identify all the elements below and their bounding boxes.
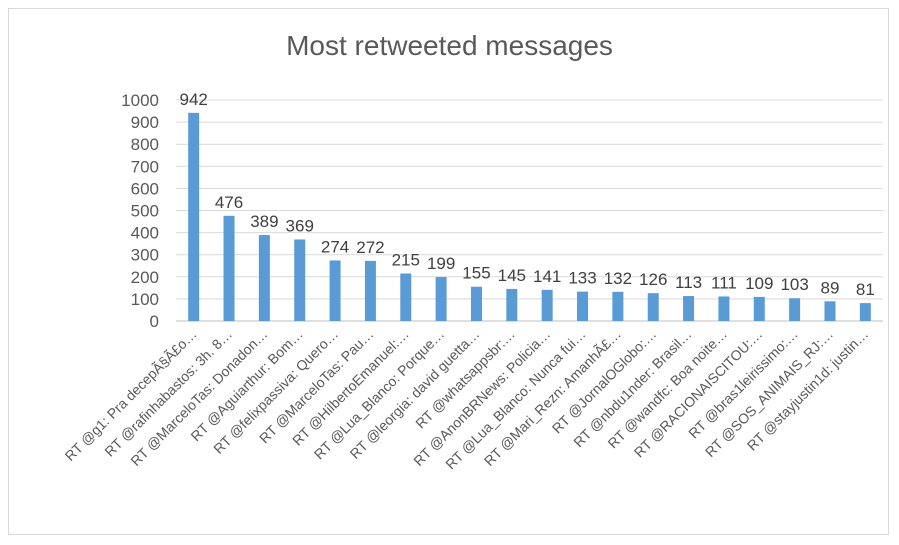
y-tick-label: 700 xyxy=(131,157,159,176)
bar xyxy=(506,288,518,321)
data-label: 109 xyxy=(745,274,773,293)
bar xyxy=(647,293,659,321)
y-tick-label: 900 xyxy=(131,113,159,132)
bar xyxy=(718,296,730,321)
data-label: 141 xyxy=(533,267,561,286)
data-label: 145 xyxy=(498,266,526,285)
bar xyxy=(541,289,553,321)
data-label: 103 xyxy=(780,275,808,294)
chart-frame xyxy=(8,8,889,535)
bar xyxy=(789,298,801,321)
bar xyxy=(258,235,270,321)
y-axis-ticks: 0 100 200 300 400 500 600 700 800 900 1000 xyxy=(121,91,159,331)
bar xyxy=(435,277,447,321)
y-tick-label: 0 xyxy=(150,312,159,331)
data-label: 126 xyxy=(639,270,667,289)
y-tick-label: 100 xyxy=(131,290,159,309)
bar xyxy=(470,286,482,321)
bar xyxy=(294,239,306,321)
data-label: 199 xyxy=(427,254,455,273)
data-label: 369 xyxy=(286,216,314,235)
x-tick-label: RT @MarceloTas: Donadon… xyxy=(127,326,270,469)
data-label: 89 xyxy=(821,278,840,297)
y-tick-label: 400 xyxy=(131,224,159,243)
data-label: 272 xyxy=(356,238,384,257)
y-tick-label: 200 xyxy=(131,268,159,287)
data-labels: 942 476 389 369 274 272 215 199 155 145 141 133 132 1… xyxy=(179,90,874,299)
y-tick-label: 600 xyxy=(131,179,159,198)
data-label: 476 xyxy=(215,193,243,212)
y-tick-label: 300 xyxy=(131,246,159,265)
y-tick-label: 800 xyxy=(131,135,159,154)
data-label: 133 xyxy=(568,269,596,288)
data-label: 132 xyxy=(604,269,632,288)
data-label: 942 xyxy=(179,90,207,109)
bar xyxy=(400,273,412,321)
bar xyxy=(753,296,765,321)
bar xyxy=(223,215,235,321)
bar xyxy=(859,303,871,321)
y-tick-label: 1000 xyxy=(121,91,159,110)
x-tick-label: RT @g1: Pra decepÃ§Ã£o… xyxy=(62,326,200,464)
gridlines xyxy=(176,99,883,322)
bar xyxy=(577,291,589,321)
data-label: 113 xyxy=(675,273,702,292)
bar xyxy=(329,260,341,321)
bar xyxy=(824,301,836,321)
chart-title: Most retweeted messages xyxy=(286,30,613,61)
bar xyxy=(364,260,376,321)
data-label: 155 xyxy=(462,264,490,283)
bar xyxy=(188,112,200,322)
bars xyxy=(188,112,871,322)
bar xyxy=(683,296,695,321)
data-label: 111 xyxy=(711,273,737,292)
data-label: 81 xyxy=(856,280,875,299)
x-axis-labels: RT @g1: Pra decepÃ§Ã£o…RT @rafinhabastos… xyxy=(62,326,872,472)
data-label: 274 xyxy=(321,237,349,256)
bar xyxy=(612,291,624,321)
data-label: 389 xyxy=(250,212,278,231)
y-tick-label: 500 xyxy=(131,202,159,221)
data-label: 215 xyxy=(392,250,420,269)
